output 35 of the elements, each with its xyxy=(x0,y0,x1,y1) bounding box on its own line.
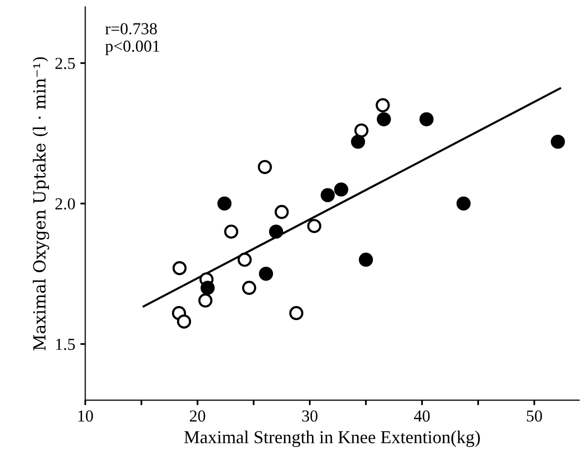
point xyxy=(550,134,565,149)
x-tick-label: 10 xyxy=(78,410,93,422)
point xyxy=(217,196,232,211)
y-tick-label: 2.0 xyxy=(55,198,75,210)
point xyxy=(269,224,284,239)
point xyxy=(334,182,348,197)
point xyxy=(200,280,215,295)
point xyxy=(242,280,256,295)
y-axis-title: Maximal Oxygen Uptake (l · min⁻¹) xyxy=(32,57,50,350)
point xyxy=(176,314,192,329)
point xyxy=(289,306,304,320)
point xyxy=(238,252,252,267)
point xyxy=(224,224,238,239)
annotation: r=0.738 p<0.001 xyxy=(105,23,160,56)
point xyxy=(456,196,471,211)
x-tick-label: 40 xyxy=(414,410,430,422)
x-tick-label: 20 xyxy=(190,410,206,422)
point xyxy=(350,134,366,149)
x-axis-title: Maximal Strength in Knee Extention(kg) xyxy=(184,430,480,448)
point xyxy=(376,112,391,126)
x-tick-label: 30 xyxy=(302,410,318,422)
x-tick-label: 50 xyxy=(526,410,542,422)
point xyxy=(376,98,390,112)
point xyxy=(320,188,335,202)
point xyxy=(358,252,373,267)
point xyxy=(258,160,272,174)
point xyxy=(258,266,274,281)
point xyxy=(354,123,368,138)
point xyxy=(419,112,434,126)
point xyxy=(172,261,187,276)
point xyxy=(198,293,212,308)
point xyxy=(307,218,322,234)
y-tick-label: 1.5 xyxy=(56,338,75,350)
y-tick-label: 2.5 xyxy=(55,58,75,70)
point xyxy=(274,204,289,220)
